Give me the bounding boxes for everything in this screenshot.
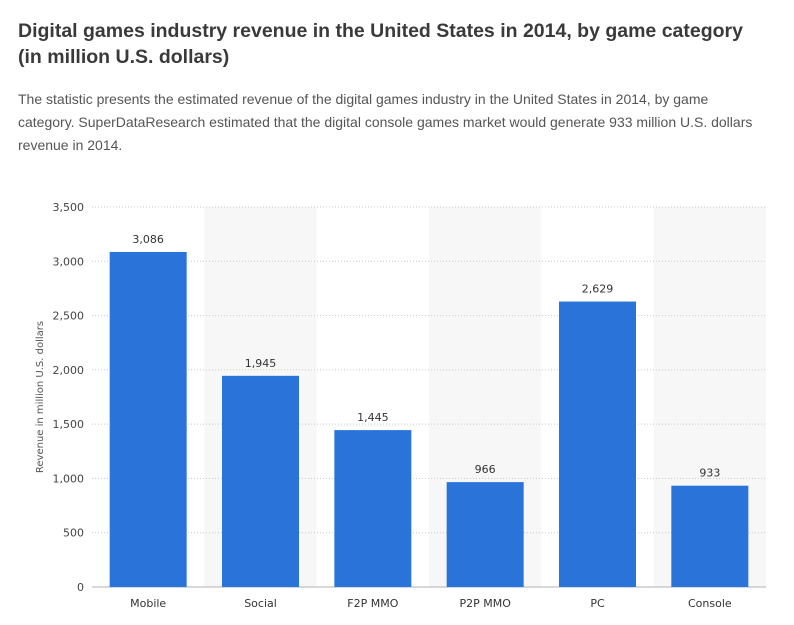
bar-f2p-mmo[interactable] bbox=[334, 430, 412, 587]
y-axis-ticks: 0 500 1,000 1,500 2,000 2,500 3,000 3,500 bbox=[53, 201, 85, 594]
data-label: 933 bbox=[699, 467, 720, 480]
y-tick-label: 3,000 bbox=[53, 255, 85, 268]
gridlines bbox=[92, 206, 766, 588]
y-tick-label: 500 bbox=[63, 527, 84, 540]
x-axis-ticks: Mobile Social F2P MMO P2P MMO PC Console bbox=[130, 597, 732, 610]
data-label: 3,086 bbox=[132, 233, 164, 246]
x-tick-label: P2P MMO bbox=[459, 597, 511, 610]
y-tick-label: 2,500 bbox=[53, 310, 85, 323]
x-tick-label: Social bbox=[244, 597, 277, 610]
bar-console[interactable] bbox=[671, 485, 749, 587]
y-tick-label: 3,500 bbox=[53, 201, 85, 214]
data-label: 1,445 bbox=[357, 411, 389, 424]
y-tick-label: 0 bbox=[77, 581, 84, 594]
x-tick-label: PC bbox=[590, 597, 605, 610]
x-tick-label: Console bbox=[688, 597, 732, 610]
page-title: Digital games industry revenue in the Un… bbox=[18, 20, 743, 68]
bar-mobile[interactable] bbox=[109, 251, 187, 587]
bars bbox=[109, 251, 749, 587]
page-description: The statistic presents the estimated rev… bbox=[18, 91, 753, 153]
y-axis-label: Revenue in million U.S. dollars bbox=[35, 321, 46, 473]
chart-container: 0 500 1,000 1,500 2,000 2,500 3,000 3,500 3,086… bbox=[0, 190, 794, 620]
y-tick-label: 1,000 bbox=[53, 472, 85, 485]
data-label: 2,629 bbox=[582, 283, 614, 296]
alternating-bands bbox=[204, 207, 766, 587]
data-label: 1,945 bbox=[245, 357, 277, 370]
x-tick-label: Mobile bbox=[130, 597, 166, 610]
y-tick-label: 2,000 bbox=[53, 364, 85, 377]
bar-pc[interactable] bbox=[559, 301, 636, 587]
data-label: 966 bbox=[475, 463, 496, 476]
x-tick-label: F2P MMO bbox=[347, 597, 398, 610]
bar-p2p-mmo[interactable] bbox=[446, 482, 524, 587]
bar-social[interactable] bbox=[222, 375, 299, 587]
data-labels: 3,086 1,945 1,445 966 2,629 933 bbox=[132, 233, 720, 480]
bar-chart: 0 500 1,000 1,500 2,000 2,500 3,000 3,500 3,086… bbox=[35, 201, 766, 610]
y-tick-label: 1,500 bbox=[53, 418, 85, 431]
